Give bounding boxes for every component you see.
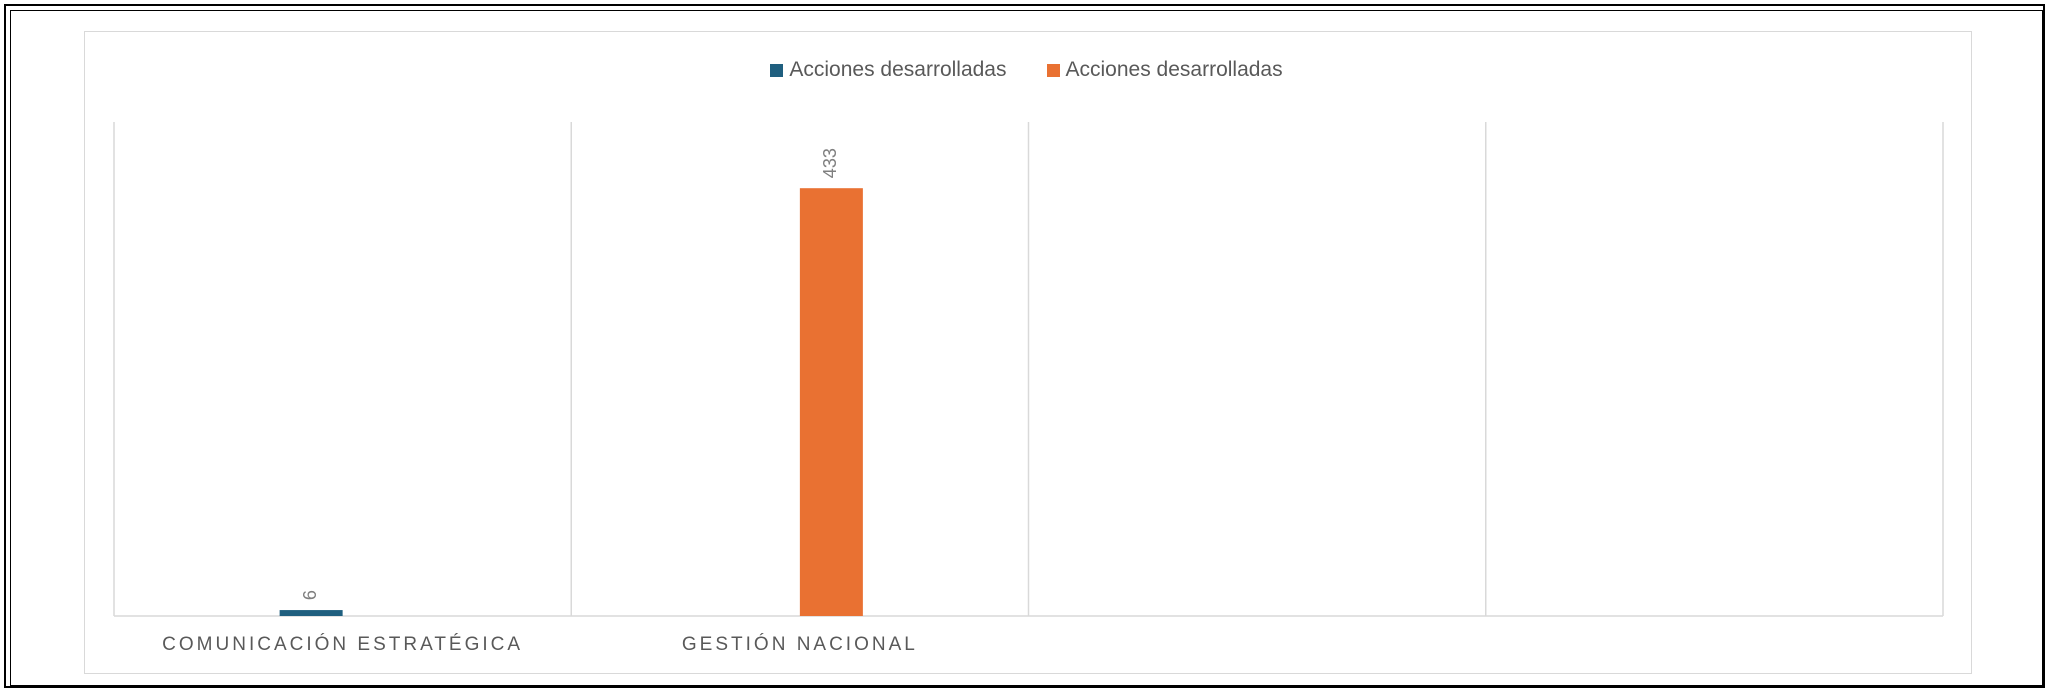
data-label-series-1-cat-1: 6 [300, 590, 320, 600]
category-label-2: GESTIÓN NACIONAL [682, 633, 918, 655]
legend-item-series-2: Acciones desarrolladas [1046, 58, 1283, 82]
legend-item-series-1: Acciones desarrolladas [770, 58, 1007, 82]
inner-frame [10, 10, 2043, 686]
data-label-series-2-cat-2: 433 [820, 148, 840, 178]
category-label-1: COMUNICACIÓN ESTRATÉGICA [162, 633, 523, 655]
legend-swatch-series-2 [1046, 63, 1060, 77]
legend: Acciones desarrolladas Acciones desarrol… [0, 58, 2053, 82]
bar-series-1-cat-1 [279, 610, 343, 616]
legend-swatch-series-1 [770, 63, 784, 77]
outer-frame [4, 4, 2045, 688]
legend-label-series-2: Acciones desarrolladas [1065, 58, 1283, 81]
legend-label-series-1: Acciones desarrolladas [789, 58, 1007, 81]
bar-series-2-cat-2 [799, 188, 863, 617]
